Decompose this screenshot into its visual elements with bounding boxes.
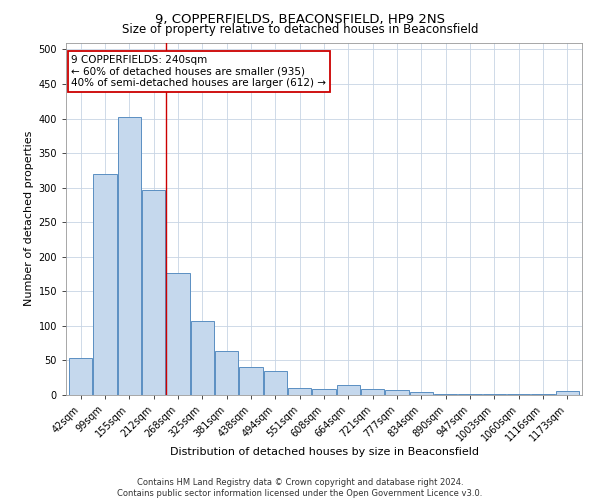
X-axis label: Distribution of detached houses by size in Beaconsfield: Distribution of detached houses by size … xyxy=(170,448,479,458)
Bar xyxy=(434,394,457,395)
Bar xyxy=(288,388,311,395)
Bar xyxy=(239,368,263,395)
Bar xyxy=(313,389,335,395)
Bar xyxy=(191,321,214,395)
Bar xyxy=(215,351,238,395)
Text: 9 COPPERFIELDS: 240sqm
← 60% of detached houses are smaller (935)
40% of semi-de: 9 COPPERFIELDS: 240sqm ← 60% of detached… xyxy=(71,55,326,88)
Bar xyxy=(458,394,482,395)
Text: Contains HM Land Registry data © Crown copyright and database right 2024.
Contai: Contains HM Land Registry data © Crown c… xyxy=(118,478,482,498)
Text: Size of property relative to detached houses in Beaconsfield: Size of property relative to detached ho… xyxy=(122,22,478,36)
Bar xyxy=(507,394,530,395)
Bar xyxy=(385,390,409,395)
Bar xyxy=(264,371,287,395)
Text: 9, COPPERFIELDS, BEACONSFIELD, HP9 2NS: 9, COPPERFIELDS, BEACONSFIELD, HP9 2NS xyxy=(155,12,445,26)
Bar xyxy=(142,190,165,395)
Bar xyxy=(410,392,433,395)
Bar xyxy=(337,384,360,395)
Bar xyxy=(556,391,579,395)
Bar xyxy=(361,389,384,395)
Bar xyxy=(166,274,190,395)
Y-axis label: Number of detached properties: Number of detached properties xyxy=(24,131,34,306)
Bar xyxy=(532,394,554,395)
Bar xyxy=(69,358,92,395)
Bar xyxy=(94,174,116,395)
Bar xyxy=(483,394,506,395)
Bar xyxy=(118,117,141,395)
